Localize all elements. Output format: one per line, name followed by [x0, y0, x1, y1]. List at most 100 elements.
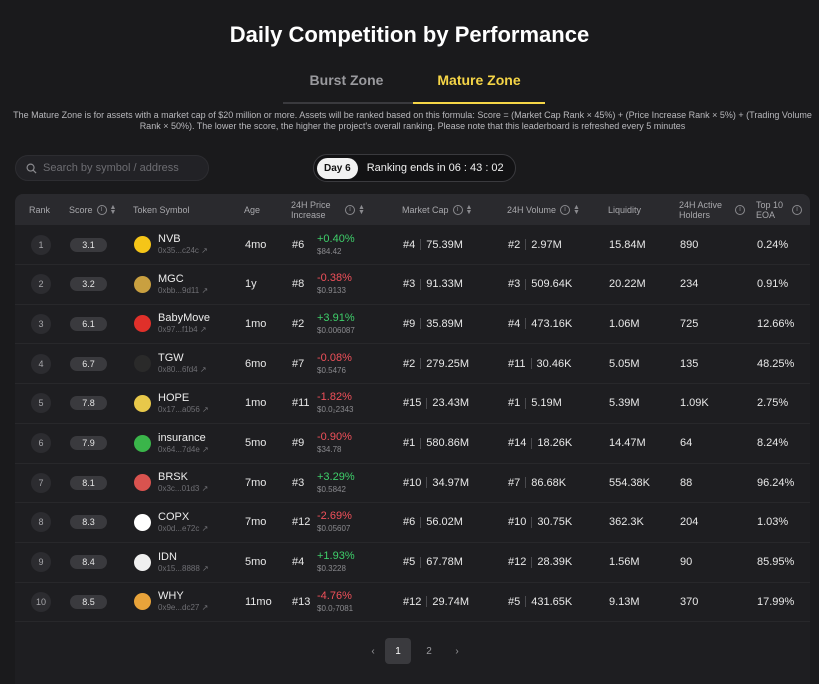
day-badge: Day 6	[317, 157, 358, 179]
token-cell[interactable]: TGW 0x80...6fd4 ↗	[134, 344, 207, 383]
search-box[interactable]	[15, 155, 209, 181]
col-volume[interactable]: 24H Volume i ▲ ▼	[507, 194, 607, 225]
price-rank: #13	[292, 595, 311, 608]
volume-cell: #5 431.65K	[508, 582, 572, 621]
table-row[interactable]: 8 8.3 COPX 0x0d...e72c ↗ 7mo #12 -2.69% $0.0560…	[15, 503, 810, 543]
external-link-icon[interactable]: ↗	[202, 404, 209, 414]
token-symbol[interactable]: HOPE	[158, 391, 190, 404]
token-cell[interactable]: IDN 0x15...8888 ↗	[134, 543, 209, 582]
col-market-cap[interactable]: Market Cap i ▲ ▼	[402, 194, 502, 225]
age-cell: 7mo	[245, 476, 267, 489]
volume-rank: #3	[508, 278, 521, 291]
tab-burst-zone[interactable]: Burst Zone	[309, 72, 384, 88]
token-symbol[interactable]: NVB	[158, 233, 181, 245]
table-row[interactable]: 2 3.2 MGC 0xbb...9d11 ↗ 1y #8 -0.38% $0.9133 #3 9…	[15, 265, 810, 305]
zone-description: The Mature Zone is for assets with a mar…	[13, 110, 812, 131]
token-symbol[interactable]: MGC	[158, 272, 184, 285]
token-cell[interactable]: HOPE 0x17...a056 ↗	[134, 384, 209, 423]
price-cell: #13 -4.76% $0.0₇7081	[292, 582, 353, 621]
table-row[interactable]: 7 8.1 BRSK 0x3c...01d3 ↗ 7mo #3 +3.29% $0.5842 #…	[15, 463, 810, 504]
col-price-increase[interactable]: 24H Price Increase i ▲ ▼	[291, 194, 391, 225]
token-address[interactable]: 0x80...6fd4	[158, 365, 198, 375]
table-row[interactable]: 5 7.8 HOPE 0x17...a056 ↗ 1mo #11 -1.82% $0.0₂23…	[15, 384, 810, 424]
token-logo-icon	[134, 434, 151, 452]
price-change: +3.91%	[317, 311, 355, 324]
token-symbol[interactable]: TGW	[158, 352, 184, 365]
external-link-icon[interactable]: ↗	[202, 563, 209, 573]
price-change: -0.08%	[317, 351, 352, 364]
token-cell[interactable]: BRSK 0x3c...01d3 ↗	[134, 463, 208, 502]
search-icon	[26, 163, 37, 174]
token-address[interactable]: 0x64...7d4e	[158, 444, 200, 454]
rank-badge: 9	[31, 552, 51, 573]
info-icon[interactable]: i	[792, 204, 802, 215]
external-link-icon[interactable]: ↗	[201, 603, 209, 613]
page-2-button[interactable]: 2	[426, 645, 432, 657]
token-address[interactable]: 0x35...c24c	[158, 246, 199, 255]
token-symbol[interactable]: BRSK	[158, 471, 188, 484]
price-rank: #8	[292, 278, 305, 291]
score-badge: 8.5	[70, 594, 107, 609]
token-cell[interactable]: WHY 0x9e...dc27 ↗	[134, 582, 208, 621]
col-score-label: Score	[69, 204, 93, 215]
external-link-icon[interactable]: ↗	[199, 325, 207, 335]
sort-icon[interactable]: ▲ ▼	[465, 203, 473, 216]
token-address[interactable]: 0x17...a056	[158, 404, 200, 414]
col-score[interactable]: Score i ▲ ▼	[69, 194, 129, 225]
col-eoa: Top 10 EOA i	[756, 194, 810, 225]
prev-page-button[interactable]: ‹	[371, 645, 375, 657]
tab-mature-zone[interactable]: Mature Zone	[437, 72, 521, 88]
age-cell: 6mo	[245, 357, 267, 370]
market-cap-rank: #10	[403, 476, 422, 489]
info-icon[interactable]: i	[735, 204, 745, 215]
token-cell[interactable]: COPX 0x0d...e72c ↗	[134, 503, 208, 542]
separator	[426, 477, 428, 489]
token-price: $0.006087	[317, 325, 355, 335]
info-icon[interactable]: i	[345, 204, 355, 215]
token-address[interactable]: 0x0d...e72c	[158, 523, 200, 533]
token-symbol[interactable]: BabyMove	[158, 312, 210, 325]
token-symbol[interactable]: insurance	[158, 431, 206, 444]
token-symbol[interactable]: IDN	[158, 550, 177, 563]
table-row[interactable]: 6 7.9 insurance 0x64...7d4e ↗ 5mo #9 -0.90% $34…	[15, 424, 810, 464]
table-row[interactable]: 4 6.7 TGW 0x80...6fd4 ↗ 6mo #7 -0.08% $0.5476 #2…	[15, 344, 810, 385]
table-row[interactable]: 9 8.4 IDN 0x15...8888 ↗ 5mo #4 +1.93% $0.3228 #5…	[15, 543, 810, 583]
token-address[interactable]: 0xbb...9d11	[158, 285, 200, 295]
liquidity-cell: 15.84M	[609, 238, 646, 251]
external-link-icon[interactable]: ↗	[201, 523, 209, 533]
market-cap-cell: #1 580.86M	[403, 424, 469, 463]
col-price-increase-label: 24H Price Increase	[291, 199, 331, 220]
table-row[interactable]: 1 3.1 NVB 0x35...c24c ↗ 4mo #6 +0.40% $84.42 #4 7…	[15, 225, 810, 265]
rank-cell: 10	[31, 582, 51, 621]
token-cell[interactable]: BabyMove 0x97...f1b4 ↗	[134, 304, 210, 343]
page-1-button[interactable]: 1	[385, 638, 411, 664]
info-icon[interactable]: i	[452, 204, 463, 215]
token-cell[interactable]: NVB 0x35...c24c ↗	[134, 225, 208, 264]
external-link-icon[interactable]: ↗	[199, 365, 207, 375]
external-link-icon[interactable]: ↗	[202, 444, 209, 454]
info-icon[interactable]: i	[96, 204, 107, 215]
table-row[interactable]: 10 8.5 WHY 0x9e...dc27 ↗ 11mo #13 -4.76% $0.0₇7…	[15, 582, 810, 623]
token-address[interactable]: 0x3c...01d3	[158, 484, 200, 494]
sort-icon[interactable]: ▲ ▼	[358, 203, 365, 216]
ranking-countdown: Ranking ends in 06 : 43 : 02	[366, 162, 504, 174]
token-cell[interactable]: MGC 0xbb...9d11 ↗	[134, 265, 208, 304]
market-cap-cell: #10 34.97M	[403, 463, 469, 502]
score-badge: 8.3	[70, 515, 107, 530]
token-symbol[interactable]: COPX	[158, 510, 190, 523]
info-icon[interactable]: i	[560, 204, 571, 215]
token-symbol[interactable]: WHY	[158, 590, 184, 603]
token-address[interactable]: 0x15...8888	[158, 563, 200, 573]
token-address[interactable]: 0x9e...dc27	[158, 603, 200, 613]
search-input[interactable]	[43, 162, 203, 174]
price-rank: #6	[292, 238, 305, 251]
sort-icon[interactable]: ▲ ▼	[573, 203, 580, 216]
token-cell[interactable]: insurance 0x64...7d4e ↗	[134, 424, 209, 463]
external-link-icon[interactable]: ↗	[201, 484, 209, 494]
table-row[interactable]: 3 6.1 BabyMove 0x97...f1b4 ↗ 1mo #2 +3.91% $0.0…	[15, 304, 810, 345]
sort-icon[interactable]: ▲ ▼	[109, 203, 117, 216]
external-link-icon[interactable]: ↗	[201, 246, 208, 255]
external-link-icon[interactable]: ↗	[201, 285, 209, 295]
next-page-button[interactable]: ›	[455, 645, 459, 657]
token-address[interactable]: 0x97...f1b4	[158, 325, 198, 335]
